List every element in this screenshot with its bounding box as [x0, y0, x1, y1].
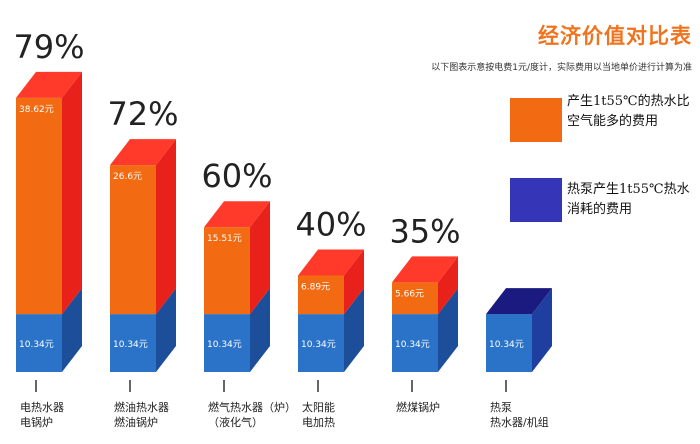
bar-base-side — [250, 288, 270, 372]
bar-value-label: 15.51元 — [207, 234, 242, 244]
bar-upper-front — [392, 282, 438, 315]
category-label: 电热水器 — [20, 401, 64, 414]
bar-top-face — [392, 256, 458, 283]
bar-base-side — [62, 288, 82, 372]
bar-top-face — [16, 71, 82, 98]
bar-upper-side — [438, 256, 458, 315]
bar-upper-front — [298, 275, 344, 315]
bar-top-face — [204, 201, 270, 228]
bar-base-front — [486, 314, 532, 372]
bar-upper-front — [16, 97, 62, 315]
bar-value-label: 10.34元 — [19, 340, 54, 350]
chart-title: 经济价值对比表 — [538, 24, 692, 48]
bar-top-face — [298, 249, 364, 276]
bar-base-front — [16, 314, 62, 372]
bar-top-face — [486, 288, 552, 315]
bar-value-label: 26.6元 — [113, 172, 142, 182]
bar-base-front — [392, 314, 438, 372]
bar-percentage-label: 40% — [295, 206, 366, 244]
bar-value-label: 38.62元 — [19, 105, 54, 115]
legend-label-extra-cost: 产生1t55℃的热水比空气能多的费用 — [567, 94, 690, 129]
category-label: 燃气热水器（炉） — [208, 400, 296, 414]
legend-label-heatpump-cost: 热泵产生1t55℃热水消耗的费用 — [567, 182, 690, 217]
category-label: 电加热 — [302, 416, 335, 429]
bar-upper-front — [204, 227, 250, 315]
bar-value-label: 6.89元 — [301, 283, 330, 293]
category-label: 热泵 — [490, 401, 512, 414]
bar-base-front — [204, 314, 250, 372]
bar-percentage-label: 35% — [389, 212, 460, 250]
bar-percentage-label: 79% — [13, 28, 84, 66]
bar-top-face — [110, 139, 176, 166]
bar-value-label: 10.34元 — [207, 340, 242, 350]
bar-upper-side — [156, 139, 176, 315]
bar-base-side — [438, 288, 458, 372]
bar-base-front — [298, 314, 344, 372]
category-label: 太阳能 — [302, 400, 335, 414]
bar-upper-front — [110, 165, 156, 315]
legend-swatch-extra-cost — [510, 98, 562, 142]
bar-percentage-label: 60% — [201, 157, 272, 195]
category-label: 燃煤锅炉 — [396, 400, 440, 414]
category-label: （液化气） — [208, 415, 263, 429]
bar-value-label: 10.34元 — [395, 340, 430, 350]
bar-upper-side — [344, 249, 364, 315]
bar-base-side — [532, 288, 552, 372]
category-label: 电锅炉 — [20, 416, 53, 429]
legend-swatch-heatpump-cost — [510, 178, 562, 222]
category-label: 燃油热水器 — [114, 400, 169, 414]
bar-value-label: 5.66元 — [395, 289, 424, 299]
bar-percentage-label: 72% — [107, 95, 178, 133]
bar-value-label: 10.34元 — [301, 340, 336, 350]
category-label: 热水器/机组 — [490, 415, 549, 429]
category-label: 燃油锅炉 — [114, 415, 158, 429]
bar-base-front — [110, 314, 156, 372]
bar-upper-side — [250, 201, 270, 315]
bar-base-side — [344, 288, 364, 372]
chart-note: 以下图表示意按电费1元/度计，实际费用以当地单价进行计算为准 — [431, 63, 692, 73]
bar-upper-side — [62, 71, 82, 315]
bar-value-label: 10.34元 — [113, 340, 148, 350]
bar-base-side — [156, 288, 176, 372]
bar-value-label: 10.34元 — [489, 340, 524, 350]
